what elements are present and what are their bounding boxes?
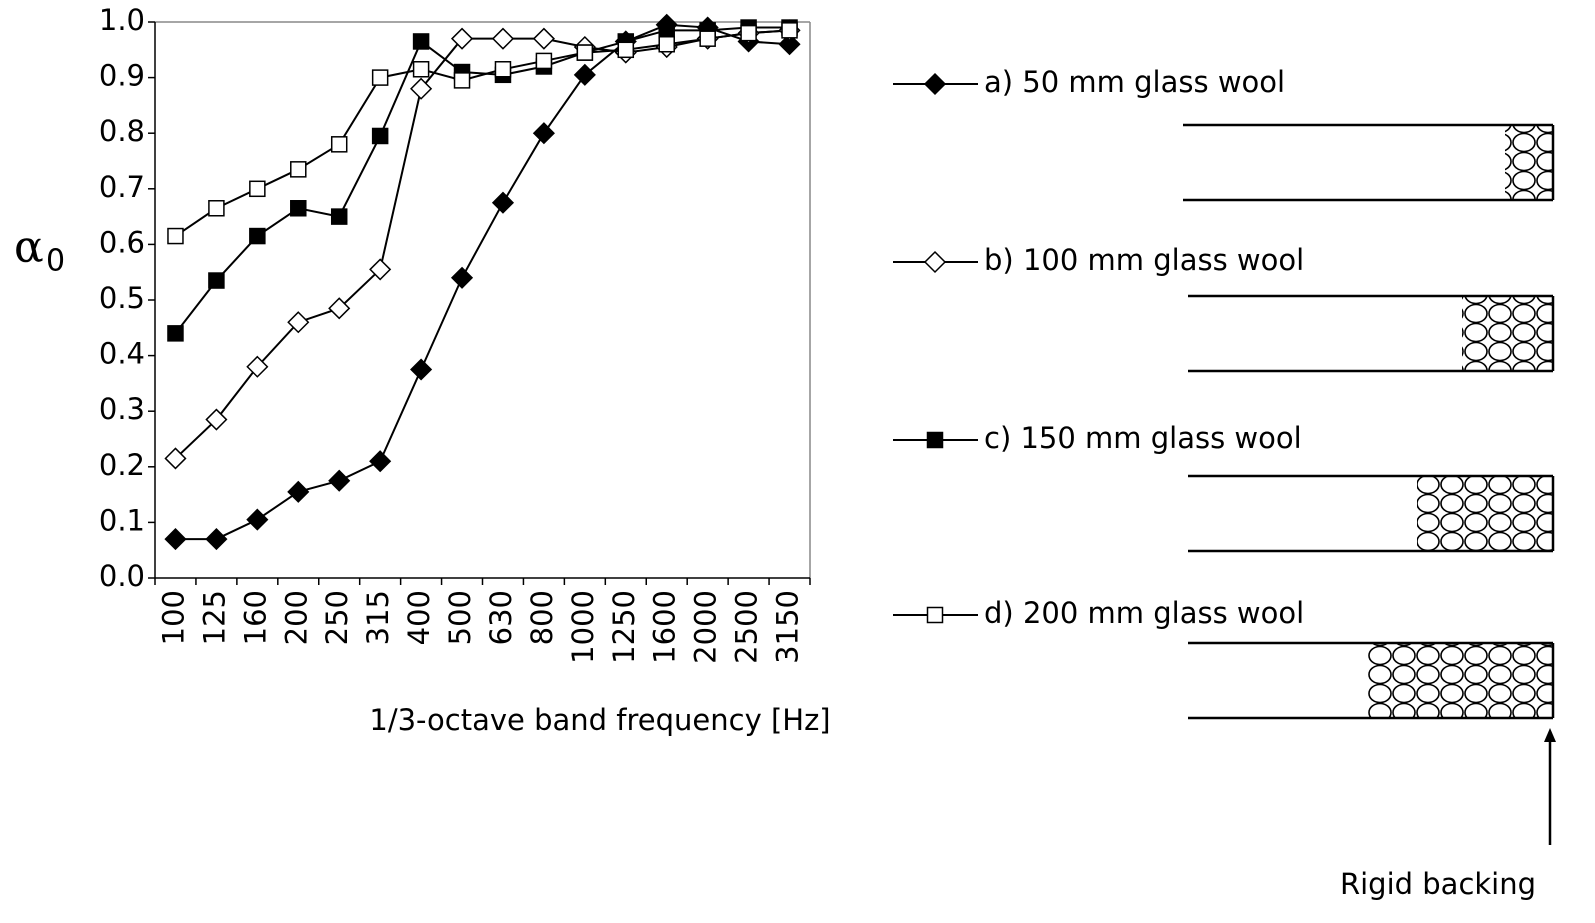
point xyxy=(617,41,635,59)
legend-label: b) 100 mm glass wool xyxy=(984,243,1304,277)
diagram-b xyxy=(1188,294,1555,373)
point xyxy=(290,200,307,217)
x-tick-label: 315 xyxy=(361,590,395,645)
x-axis-label: 1/3-octave band frequency [Hz] xyxy=(369,703,830,737)
series-line xyxy=(174,29,790,460)
point xyxy=(412,61,430,78)
point xyxy=(532,122,555,145)
y-tick-label: 1.0 xyxy=(99,3,145,37)
x-tick-label: 200 xyxy=(279,590,313,645)
y-tick-label: 0.0 xyxy=(99,559,145,593)
point xyxy=(287,480,310,503)
y-tick-label: 0.5 xyxy=(99,281,145,315)
point xyxy=(287,311,310,334)
y-tick-label: 0.2 xyxy=(99,448,145,482)
point xyxy=(410,77,433,100)
arrow-head xyxy=(1544,728,1556,742)
point xyxy=(450,266,474,289)
point xyxy=(249,227,266,245)
legend-label: d) 200 mm glass wool xyxy=(984,596,1304,630)
y-tick-label: 0.7 xyxy=(99,170,145,204)
series-line xyxy=(175,23,790,541)
point xyxy=(658,35,675,53)
point xyxy=(740,24,757,42)
x-tick-label: 1000 xyxy=(566,590,600,664)
point xyxy=(781,22,798,39)
point xyxy=(167,325,184,342)
point xyxy=(328,469,351,492)
point xyxy=(330,136,348,153)
x-tick-label: 1250 xyxy=(607,590,641,664)
legend-label: c) 150 mm glass wool xyxy=(984,421,1302,455)
point xyxy=(167,227,184,245)
point xyxy=(369,258,392,281)
point xyxy=(249,180,266,198)
diagram-a xyxy=(1183,123,1555,202)
point xyxy=(450,27,474,50)
y-tick-label: 0.4 xyxy=(99,337,145,371)
point xyxy=(494,61,512,78)
point xyxy=(290,161,307,178)
point xyxy=(699,30,716,47)
x-tick-label: 2500 xyxy=(730,590,764,664)
point xyxy=(535,52,553,70)
point xyxy=(532,27,555,50)
annotation: Rigid backing xyxy=(1340,867,1536,901)
point xyxy=(491,191,515,214)
x-tick-label: 250 xyxy=(320,590,354,645)
x-tick-label: 3150 xyxy=(771,590,805,664)
x-tick-label: 1600 xyxy=(648,590,682,664)
y-axis-label-sub: 0 xyxy=(46,244,65,279)
point xyxy=(491,27,515,50)
x-tick-label: 400 xyxy=(402,590,436,645)
point xyxy=(205,528,228,551)
point xyxy=(453,72,471,89)
y-tick-label: 0.1 xyxy=(99,503,145,537)
legend-marker xyxy=(926,431,944,449)
point xyxy=(328,297,351,320)
legend-marker xyxy=(923,72,947,96)
x-tick-label: 2000 xyxy=(689,590,723,664)
x-tick-label: 800 xyxy=(525,590,559,645)
series-line xyxy=(174,29,790,237)
y-tick-label: 0.8 xyxy=(99,114,145,148)
point xyxy=(576,44,594,61)
point xyxy=(658,22,675,39)
x-tick-label: 125 xyxy=(197,590,231,645)
point xyxy=(205,408,228,431)
x-tick-label: 160 xyxy=(238,590,272,645)
point xyxy=(778,33,801,56)
point xyxy=(330,208,348,225)
diagram-c xyxy=(1188,474,1555,553)
point xyxy=(208,200,225,217)
series-line xyxy=(174,26,790,334)
point xyxy=(164,447,187,470)
point xyxy=(246,355,269,378)
point xyxy=(371,69,389,86)
point xyxy=(369,450,392,473)
point xyxy=(573,63,596,86)
x-tick-label: 100 xyxy=(156,590,190,645)
legend-label: a) 50 mm glass wool xyxy=(984,65,1285,99)
diagrams xyxy=(1183,123,1556,845)
y-tick-label: 0.3 xyxy=(99,392,145,426)
x-tick-label: 630 xyxy=(484,590,518,645)
legend-marker xyxy=(923,250,947,274)
x-tick-label: 500 xyxy=(443,590,477,645)
point xyxy=(164,528,187,551)
point xyxy=(246,508,269,531)
legend-marker xyxy=(926,606,944,624)
point xyxy=(371,127,389,145)
diagram-d xyxy=(1188,641,1555,720)
point xyxy=(412,33,430,50)
point xyxy=(410,358,433,381)
point xyxy=(208,272,225,289)
y-tick-label: 0.6 xyxy=(99,225,145,259)
y-tick-label: 0.9 xyxy=(99,59,145,93)
y-axis-label: α xyxy=(14,222,44,273)
